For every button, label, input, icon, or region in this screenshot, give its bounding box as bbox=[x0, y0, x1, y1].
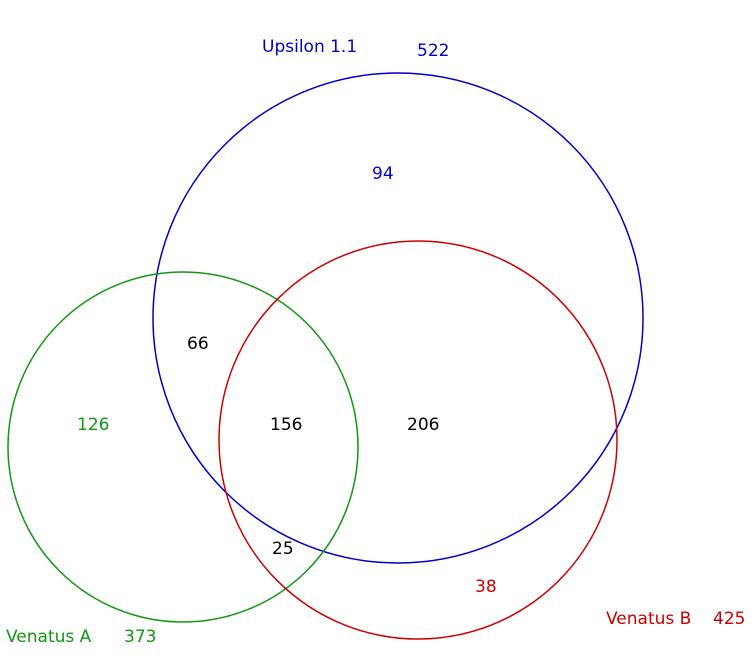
region-upsilon-only: 94 bbox=[372, 164, 394, 184]
region-venatus-a-venatus-b: 25 bbox=[272, 539, 294, 559]
upsilon-total-label: 522 bbox=[417, 41, 449, 61]
venatus-a-name-label: Venatus A bbox=[6, 627, 92, 647]
venatus-a-circle bbox=[7, 271, 359, 623]
venatus-b-circle bbox=[218, 240, 618, 640]
region-venatus-a-only: 126 bbox=[77, 415, 109, 435]
region-all-three: 156 bbox=[270, 415, 302, 435]
venatus-b-total-label: 425 bbox=[713, 609, 745, 629]
region-venatus-b-only: 38 bbox=[475, 577, 497, 597]
venatus-a-total-label: 373 bbox=[124, 627, 156, 647]
upsilon-name-label: Upsilon 1.1 bbox=[262, 37, 357, 57]
venatus-b-name-label: Venatus B bbox=[606, 609, 691, 629]
region-upsilon-venatus-b: 206 bbox=[407, 415, 439, 435]
region-upsilon-venatus-a: 66 bbox=[187, 334, 209, 354]
upsilon-circle bbox=[152, 72, 644, 564]
